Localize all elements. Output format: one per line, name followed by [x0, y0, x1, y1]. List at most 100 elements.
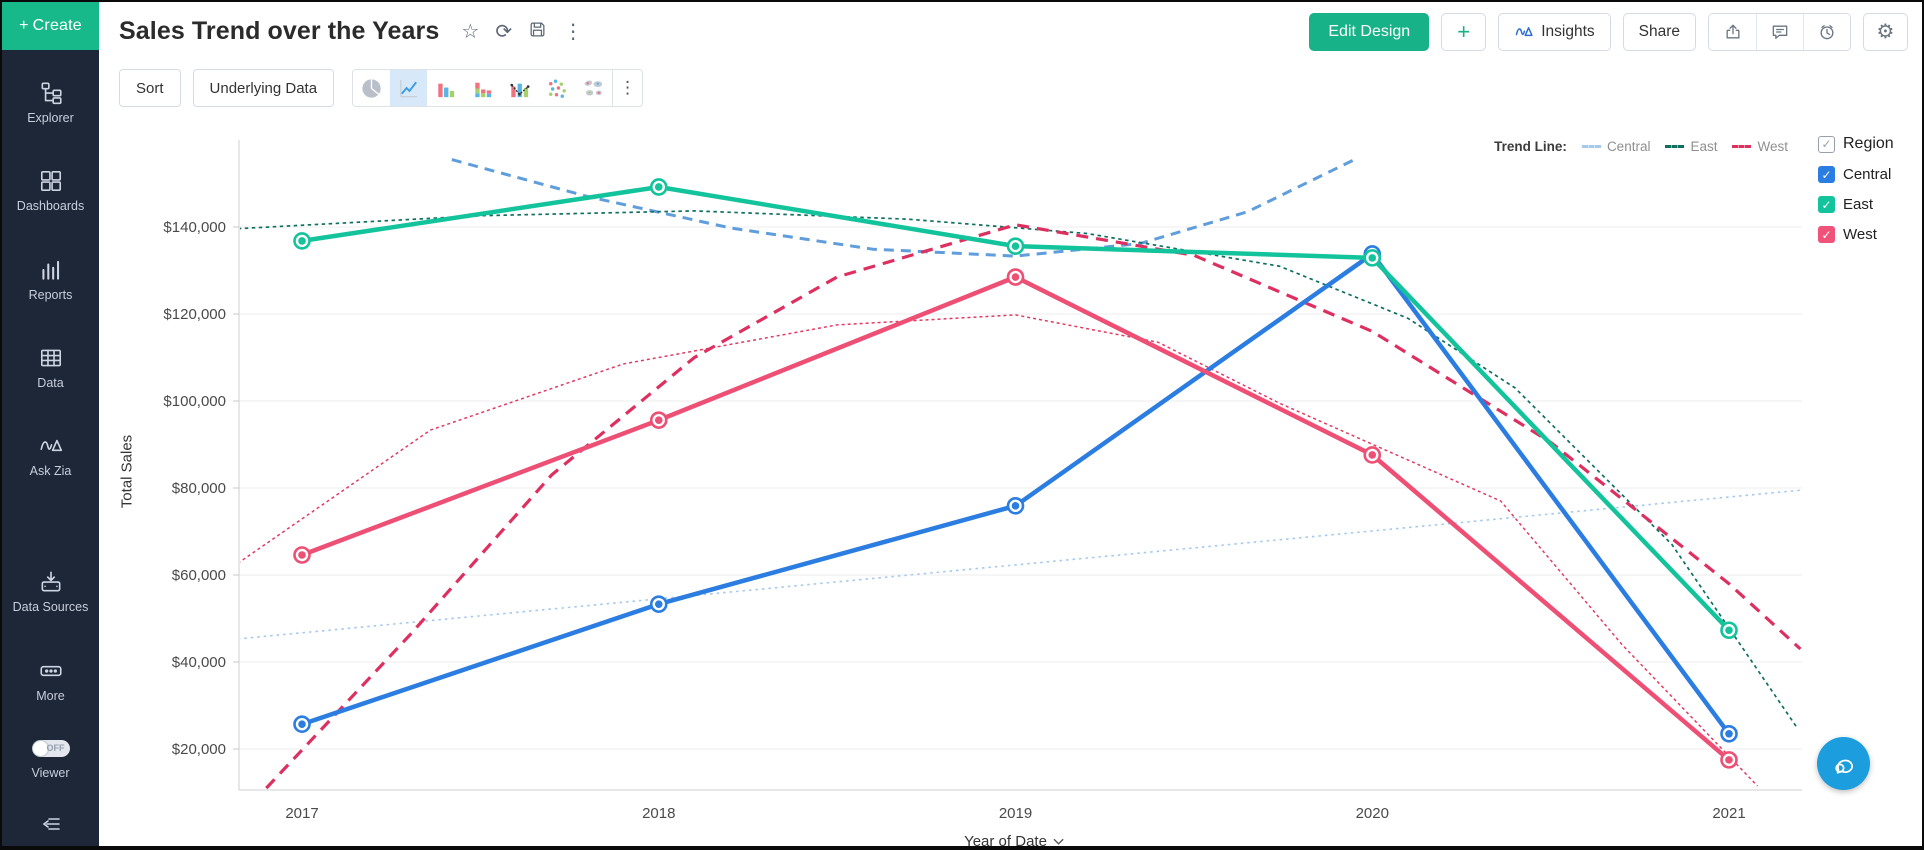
alerts-button[interactable]: [1803, 13, 1850, 50]
sales-trend-line-chart[interactable]: $140,000 $120,000 $100,000 $80,000 $60,000 $4…: [99, 115, 1924, 850]
trend-legend-label: East: [1690, 139, 1718, 154]
sidebar-item-label: Ask Zia: [29, 464, 72, 478]
x-tick-label: 2018: [642, 805, 675, 822]
add-report-button[interactable]: +: [1441, 12, 1487, 51]
settings-button[interactable]: ⚙: [1863, 12, 1908, 51]
title-more-menu-icon[interactable]: ⋮: [563, 20, 584, 43]
data-point-west-2019[interactable]: [1006, 268, 1025, 286]
region-checkbox[interactable]: ✓: [1818, 135, 1835, 153]
trend-legend-label: Central: [1606, 139, 1651, 154]
scatter-chart-icon: [549, 79, 567, 98]
sidebar-item-reports[interactable]: Reports: [2, 257, 99, 303]
viewer-toggle-state: OFF: [46, 742, 65, 753]
chart-type-scatter[interactable]: [538, 70, 576, 106]
sidebar-item-explorer[interactable]: Explorer: [2, 80, 99, 126]
data-point-east-2021[interactable]: [1720, 621, 1738, 640]
chart-type-more-button[interactable]: ⋮: [612, 70, 642, 106]
x-axis-title[interactable]: Year of Date: [964, 833, 1064, 850]
data-point-east-2017[interactable]: [293, 232, 311, 250]
insights-button[interactable]: Insights: [1498, 12, 1611, 51]
favorite-star-icon[interactable]: ☆: [461, 20, 480, 43]
sidebar-collapse-button[interactable]: [2, 812, 99, 836]
chart-type-pie[interactable]: [353, 70, 391, 106]
trend-legend-label: West: [1757, 139, 1788, 154]
chart-type-bar[interactable]: [427, 70, 465, 106]
region-legend-label: West: [1843, 226, 1877, 243]
sidebar-item-data-sources[interactable]: Data Sources: [2, 569, 99, 615]
zia-chat-fab[interactable]: [1817, 737, 1870, 790]
data-point-west-2021[interactable]: [1720, 751, 1738, 769]
gear-icon: ⚙: [1876, 21, 1895, 43]
plus-icon: +: [19, 17, 29, 34]
y-tick-label: $40,000: [172, 654, 226, 671]
underlying-data-button[interactable]: Underlying Data: [192, 69, 335, 107]
sort-button[interactable]: Sort: [119, 69, 181, 107]
data-point-central-2019[interactable]: [1006, 497, 1025, 515]
share-button[interactable]: Share: [1622, 12, 1696, 51]
data-point-central-2017[interactable]: [293, 715, 311, 734]
y-tick-label: $60,000: [172, 567, 226, 584]
data-point-east-2019[interactable]: [1006, 237, 1025, 255]
sidebar-item-data[interactable]: Data: [2, 345, 99, 391]
data-point-central-2021[interactable]: [1720, 724, 1738, 743]
trend-line-central-polynomial: [451, 158, 1356, 258]
sidebar-item-more[interactable]: More: [2, 658, 99, 704]
region-legend-item-east[interactable]: ✓ East: [1818, 196, 1908, 213]
sidebar-item-dashboards[interactable]: Dashboards: [2, 168, 99, 214]
comments-button[interactable]: [1756, 13, 1803, 50]
region-legend-header[interactable]: ✓ Region: [1818, 135, 1908, 153]
insights-button-label: Insights: [1541, 22, 1595, 40]
y-tick-label: $20,000: [172, 741, 226, 758]
create-button-label: Create: [32, 17, 82, 34]
sidebar-item-label: Data: [37, 375, 64, 390]
chart-type-strip: ⋮: [352, 69, 644, 107]
series-line-west[interactable]: [299, 274, 1732, 763]
x-tick-label: 2021: [1712, 805, 1745, 822]
zia-icon: [1515, 26, 1533, 36]
collapse-arrow-icon: [42, 818, 60, 830]
region-legend-item-central[interactable]: ✓ Central: [1818, 166, 1908, 183]
save-icon[interactable]: [528, 20, 547, 43]
data-point-west-2017[interactable]: [293, 546, 311, 564]
east-checkbox[interactable]: ✓: [1818, 196, 1835, 213]
viewer-toggle[interactable]: OFF: [31, 739, 70, 757]
export-button[interactable]: [1709, 13, 1756, 50]
data-point-west-2018[interactable]: [649, 411, 668, 429]
y-tick-label: $80,000: [172, 480, 226, 497]
refresh-icon[interactable]: ⟳: [495, 20, 513, 43]
trend-swatch-icon: [1665, 145, 1685, 148]
trend-legend-item-central: Central: [1581, 139, 1651, 154]
data-point-west-2020[interactable]: [1363, 446, 1382, 464]
data-point-east-2020[interactable]: [1363, 249, 1382, 267]
chart-type-map[interactable]: [575, 70, 613, 106]
y-tick-label: $120,000: [163, 306, 226, 323]
data-sources-icon: [41, 571, 60, 592]
sidebar: + Create Explorer Dashboards Reports Data As…: [2, 2, 99, 846]
region-legend-title: Region: [1843, 135, 1894, 152]
trend-legend-item-east: East: [1665, 139, 1717, 154]
sidebar-item-label: Data Sources: [12, 600, 89, 615]
x-tick-label: 2020: [1356, 805, 1389, 822]
data-point-east-2018[interactable]: [649, 178, 668, 196]
export-icon: [1726, 23, 1739, 38]
y-axis-title: Total Sales: [118, 434, 136, 509]
central-checkbox[interactable]: ✓: [1818, 166, 1835, 183]
comment-icon: [1772, 25, 1788, 39]
sidebar-item-ask-zia[interactable]: Ask Zia: [2, 433, 99, 479]
chart-type-line-selected[interactable]: [390, 70, 428, 106]
chart-type-stacked-bar[interactable]: [464, 70, 502, 106]
chart-type-combo[interactable]: [501, 70, 539, 106]
trend-line-west-polynomial: [265, 223, 1802, 790]
trend-swatch-icon: [1581, 145, 1601, 148]
create-button[interactable]: + Create: [2, 2, 99, 50]
sidebar-item-viewer[interactable]: OFF Viewer: [2, 739, 99, 781]
trend-line-legend: Trend Line: Central East West: [1494, 139, 1788, 154]
region-legend-item-west[interactable]: ✓ West: [1818, 226, 1908, 243]
chart-panel: $140,000 $120,000 $100,000 $80,000 $60,000 $4…: [99, 115, 1922, 846]
explorer-icon: [41, 82, 62, 105]
edit-design-button[interactable]: Edit Design: [1309, 12, 1430, 51]
data-point-central-2018[interactable]: [649, 595, 668, 613]
x-axis-title-label: Year of Date: [964, 833, 1047, 850]
west-checkbox[interactable]: ✓: [1818, 226, 1835, 243]
